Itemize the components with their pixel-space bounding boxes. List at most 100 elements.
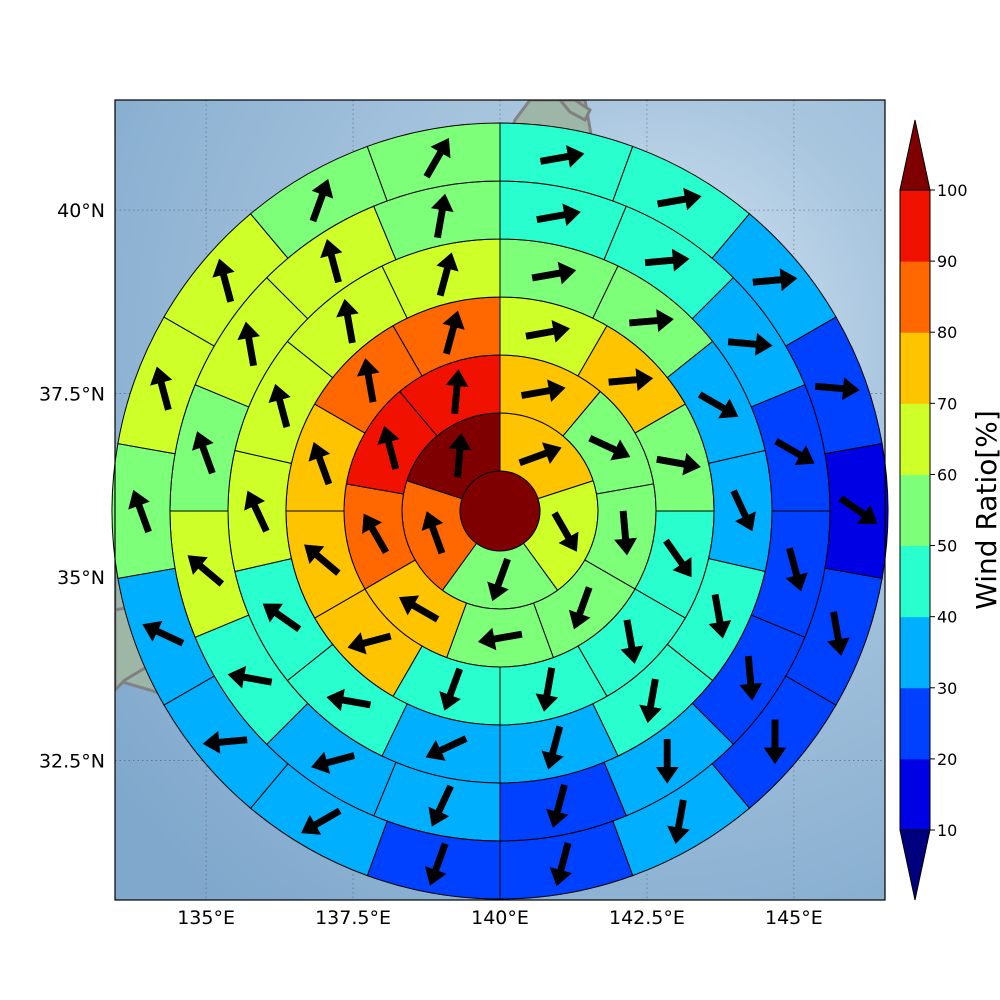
x-tick-label: 145°E (765, 907, 823, 929)
wind-arrow (150, 366, 173, 411)
colorbar-tick-label: 60 (937, 465, 957, 484)
wind-arrow (487, 557, 511, 602)
wind-arrow (568, 586, 593, 630)
colorbar-tick-label: 70 (937, 394, 957, 413)
wind-arrow (838, 495, 878, 524)
hokkaido-land (558, 100, 592, 123)
wind-arrow (439, 667, 463, 711)
x-tick-label: 142.5°E (609, 907, 685, 929)
wind-arrow (620, 619, 644, 664)
wind-arrow (535, 667, 559, 712)
wind-arrow (428, 784, 454, 827)
colorbar-tick-label: 50 (937, 537, 957, 556)
wind-arrow (202, 730, 248, 754)
wind-arrow (785, 547, 808, 592)
colorbar-bottom-extension (899, 829, 931, 901)
wind-arrow (187, 555, 225, 587)
wind-arrow (667, 799, 690, 845)
wind-arrow (774, 438, 815, 466)
wind-arrow (308, 442, 333, 486)
map-panel (111, 99, 889, 901)
wind-arrow (320, 239, 343, 284)
wind-arrow (424, 842, 449, 886)
colorbar-top-extension (899, 119, 931, 191)
wind-arrow (362, 513, 390, 555)
wind-arrows (128, 138, 878, 887)
x-tick-label: 140°E (471, 907, 529, 929)
wind-arrow (356, 358, 380, 403)
map-frame (114, 99, 886, 901)
wind-arrow (549, 842, 572, 887)
wind-arrow (531, 261, 577, 285)
wind-arrow (518, 442, 562, 467)
y-tick-label: 35°N (57, 567, 105, 589)
y-tick-label: 40°N (57, 200, 105, 222)
colorbar-tick-label: 40 (937, 608, 957, 627)
wind-arrow (608, 368, 654, 392)
colorbar-tick-label: 100 (937, 181, 968, 200)
wind-arrow (192, 431, 216, 475)
colorbar-tick-label: 30 (937, 679, 957, 698)
colorbar-tick-label: 90 (937, 252, 957, 271)
wind-arrow (262, 603, 302, 633)
wind-arrow (442, 310, 465, 355)
wind-arrow (244, 490, 270, 533)
colorbar-band (900, 332, 930, 404)
wind-arrow (639, 678, 662, 724)
wind-arrow (663, 538, 692, 578)
colorbar-band (900, 545, 930, 618)
y-axis: 32.5°N 35°N 37.5°N 40°N (39, 200, 105, 772)
wind-arrow (237, 321, 261, 367)
colorbar-band (900, 758, 930, 831)
colorbar-band (900, 474, 930, 547)
colorbar-tick-label: 10 (937, 821, 957, 840)
wind-arrow (588, 434, 631, 461)
wind-arrow (347, 632, 392, 655)
wind-arrow (268, 383, 291, 428)
wind-arrow (336, 298, 359, 344)
wind-arrow (752, 268, 798, 292)
wind-arrow (525, 320, 570, 343)
wind-arrow (739, 655, 763, 701)
wind-arrow (551, 511, 579, 552)
wind-arrow (656, 187, 702, 211)
x-axis: 135°E 137.5°E 140°E 142.5°E 145°E (177, 907, 823, 929)
wind-arrow (539, 145, 585, 168)
wind-arrow (326, 688, 372, 712)
wind-arrow (423, 138, 451, 179)
wind-arrow (421, 511, 446, 555)
x-tick-label: 135°E (177, 907, 235, 929)
colorbar-band (900, 616, 930, 689)
wind-arrow (727, 332, 773, 356)
wind-arrow (227, 665, 273, 689)
wind-arrow (445, 369, 469, 415)
y-tick-label: 37.5°N (39, 384, 105, 406)
colorbar-frame (899, 189, 931, 831)
wind-arrow (436, 252, 459, 297)
x-tick-label: 137.5°E (315, 907, 391, 929)
wind-arrow (301, 807, 342, 835)
wind-arrow (644, 248, 690, 272)
wind-arrow (212, 258, 235, 303)
wind-arrow (128, 489, 152, 534)
wind-arrow (398, 595, 440, 623)
wind-arrow (448, 432, 472, 478)
wind-arrow (311, 751, 356, 774)
wind-arrow (697, 391, 739, 419)
colorbar-tick-label: 20 (937, 750, 957, 769)
wind-arrow (541, 725, 564, 770)
wind-arrow (827, 611, 850, 656)
wind-arrow (629, 309, 674, 332)
colorbar: 10 20 30 40 50 60 70 80 90 100 (899, 119, 968, 901)
wind-arrow (425, 735, 468, 761)
wind-arrow (763, 719, 787, 765)
wind-arrow (814, 377, 860, 401)
wind-arrow (477, 627, 523, 651)
wind-arrow (520, 379, 566, 402)
wind-arrow (708, 593, 732, 639)
polar-sector-plot (111, 122, 889, 900)
colorbar-tick-label: 80 (937, 323, 957, 342)
colorbar-band (900, 687, 930, 760)
colorbar-band (900, 190, 930, 262)
